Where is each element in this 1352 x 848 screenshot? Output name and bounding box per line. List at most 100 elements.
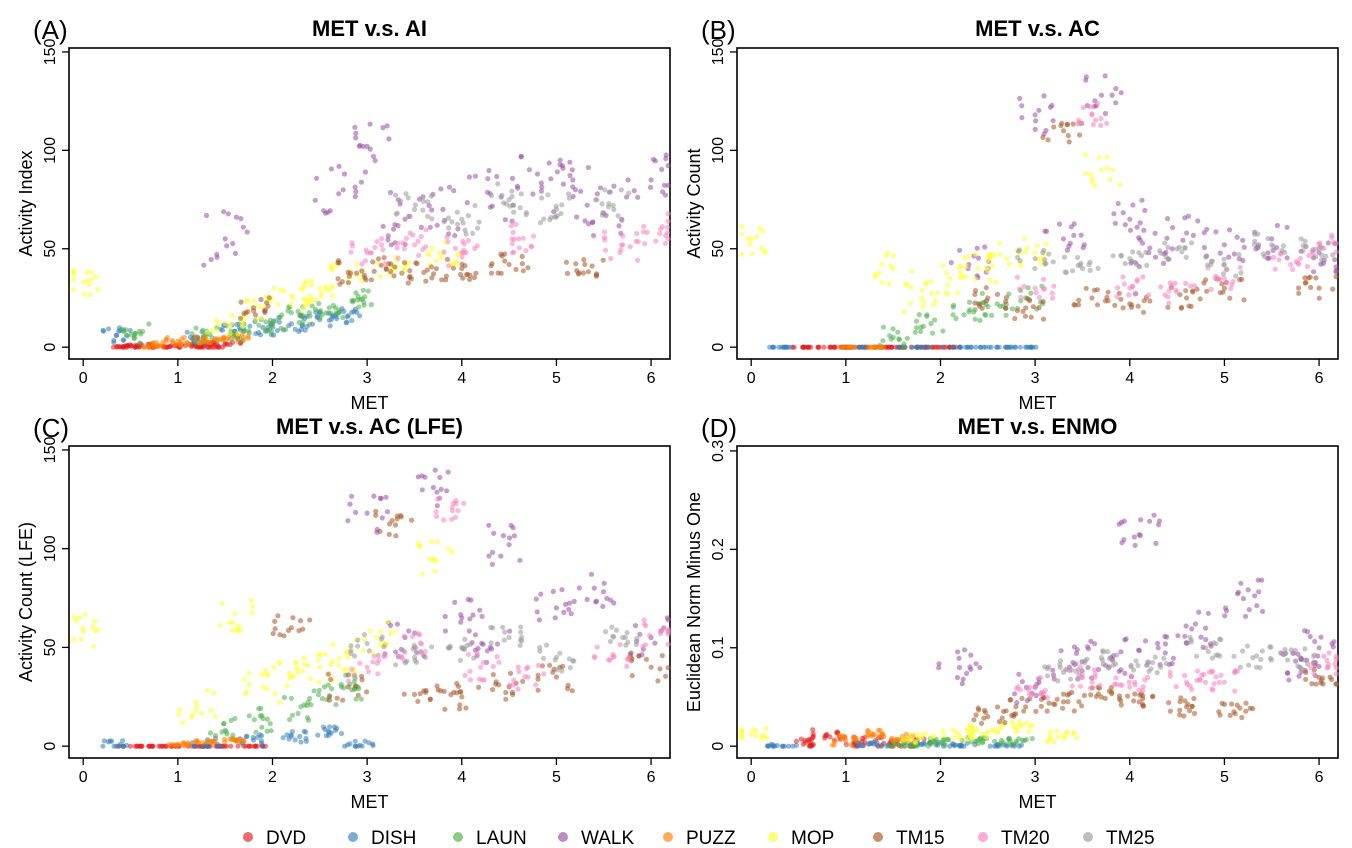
data-point [944, 270, 950, 276]
data-point [381, 644, 387, 650]
data-point [665, 224, 671, 230]
data-point [193, 699, 199, 705]
data-point [1224, 266, 1230, 272]
data-point [541, 671, 547, 677]
data-point [326, 697, 333, 703]
y-tick-label: 0 [710, 742, 727, 751]
data-point [903, 731, 910, 737]
data-point [1047, 733, 1053, 739]
data-point [429, 644, 435, 650]
data-point [386, 531, 392, 538]
data-point [560, 181, 567, 187]
data-point [1065, 692, 1071, 698]
data-point [661, 182, 668, 188]
data-point [1061, 691, 1067, 697]
data-point [1167, 708, 1173, 714]
data-point [581, 257, 587, 263]
data-point [423, 227, 429, 233]
plot-frame [68, 445, 671, 759]
data-point [912, 329, 918, 335]
data-point [186, 341, 192, 347]
data-point [264, 686, 270, 692]
data-point [264, 671, 270, 677]
data-point [1187, 708, 1193, 714]
data-point [953, 315, 959, 322]
data-point [275, 301, 281, 307]
data-point [1165, 304, 1171, 310]
data-point [1242, 613, 1249, 620]
data-point [1182, 245, 1188, 251]
data-point [101, 738, 107, 744]
data-point [367, 628, 373, 634]
data-point [345, 684, 351, 690]
data-point [457, 271, 463, 278]
data-point [184, 329, 190, 335]
data-point [181, 740, 187, 746]
data-point [429, 216, 435, 222]
data-point [348, 249, 354, 255]
data-point [1333, 269, 1339, 275]
data-point [522, 673, 528, 680]
data-point [487, 204, 493, 210]
data-point [1055, 678, 1061, 684]
data-point [89, 269, 95, 276]
data-point [1150, 693, 1156, 699]
data-point [1280, 243, 1287, 249]
data-point [602, 187, 608, 193]
plot-frame [736, 445, 1339, 759]
data-point [1118, 90, 1124, 96]
data-point [1089, 176, 1095, 182]
data-point [441, 517, 447, 523]
data-point [235, 743, 241, 749]
data-point [372, 158, 378, 164]
data-point [1033, 692, 1039, 699]
data-point [964, 740, 970, 746]
data-point [553, 674, 560, 680]
data-point [1003, 312, 1009, 318]
data-point [393, 533, 399, 539]
data-point [284, 682, 290, 689]
data-point [871, 344, 877, 350]
data-point [1220, 289, 1226, 295]
data-point [945, 282, 951, 288]
data-point [320, 724, 327, 730]
data-point [767, 344, 773, 350]
data-point [315, 651, 322, 657]
data-point [335, 260, 341, 266]
data-point [465, 596, 471, 603]
data-point [432, 467, 438, 473]
data-point [95, 287, 101, 293]
data-point [414, 650, 420, 656]
data-point [391, 273, 397, 279]
data-point [1226, 254, 1232, 260]
data-point [450, 260, 456, 266]
data-point [470, 230, 476, 236]
data-point [1240, 257, 1246, 264]
data-point [1064, 666, 1070, 672]
data-point [810, 741, 817, 748]
data-point [647, 184, 654, 190]
data-point [105, 326, 112, 332]
data-point [940, 344, 946, 350]
data-point [593, 272, 600, 278]
data-point [1088, 171, 1094, 177]
data-point [1152, 254, 1159, 260]
data-point [494, 654, 500, 660]
data-point [1210, 687, 1216, 693]
data-point [1312, 638, 1318, 645]
data-point [1012, 691, 1018, 697]
data-point [1118, 702, 1124, 708]
data-point [163, 336, 169, 342]
data-point [1190, 288, 1196, 294]
data-point [508, 522, 514, 528]
data-point [559, 202, 565, 208]
data-point [902, 309, 908, 315]
data-point [453, 500, 459, 507]
data-point [445, 215, 452, 221]
data-point [759, 228, 766, 234]
data-point [146, 344, 152, 350]
data-point [1234, 234, 1240, 240]
data-point [1016, 736, 1022, 742]
